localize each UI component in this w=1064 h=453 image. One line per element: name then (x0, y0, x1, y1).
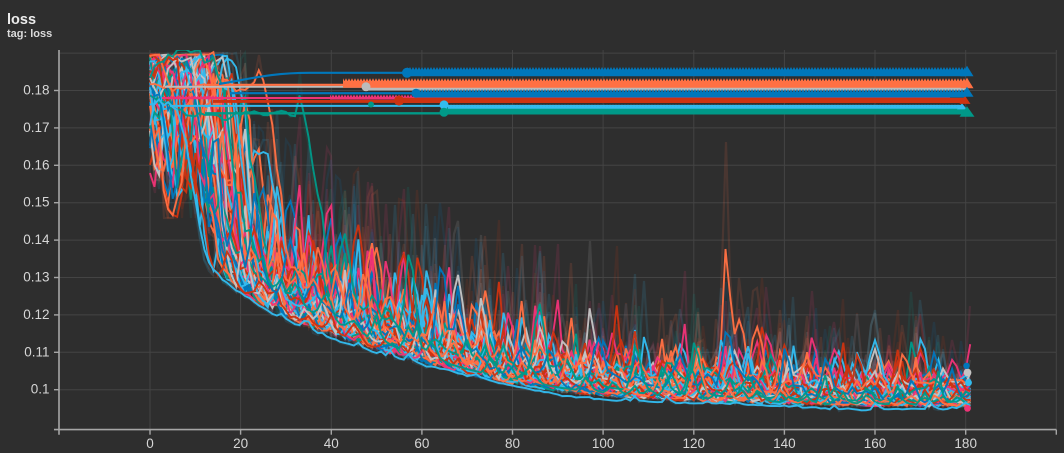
svg-text:120: 120 (683, 436, 706, 451)
svg-text:0.18: 0.18 (23, 83, 49, 98)
svg-text:0.12: 0.12 (23, 307, 49, 322)
svg-text:0: 0 (146, 436, 154, 451)
svg-text:0.13: 0.13 (23, 270, 49, 285)
svg-text:0.11: 0.11 (24, 344, 49, 359)
svg-text:0.17: 0.17 (23, 120, 49, 135)
svg-text:100: 100 (592, 436, 615, 451)
svg-text:0.15: 0.15 (23, 195, 49, 210)
svg-text:160: 160 (864, 436, 887, 451)
svg-text:80: 80 (505, 436, 520, 451)
svg-text:20: 20 (233, 436, 248, 451)
svg-text:60: 60 (414, 436, 429, 451)
svg-text:0.1: 0.1 (31, 382, 50, 397)
svg-text:140: 140 (773, 436, 796, 451)
svg-text:0.14: 0.14 (23, 232, 50, 247)
svg-text:180: 180 (954, 436, 977, 451)
svg-text:40: 40 (324, 436, 339, 451)
svg-text:0.16: 0.16 (23, 157, 49, 172)
